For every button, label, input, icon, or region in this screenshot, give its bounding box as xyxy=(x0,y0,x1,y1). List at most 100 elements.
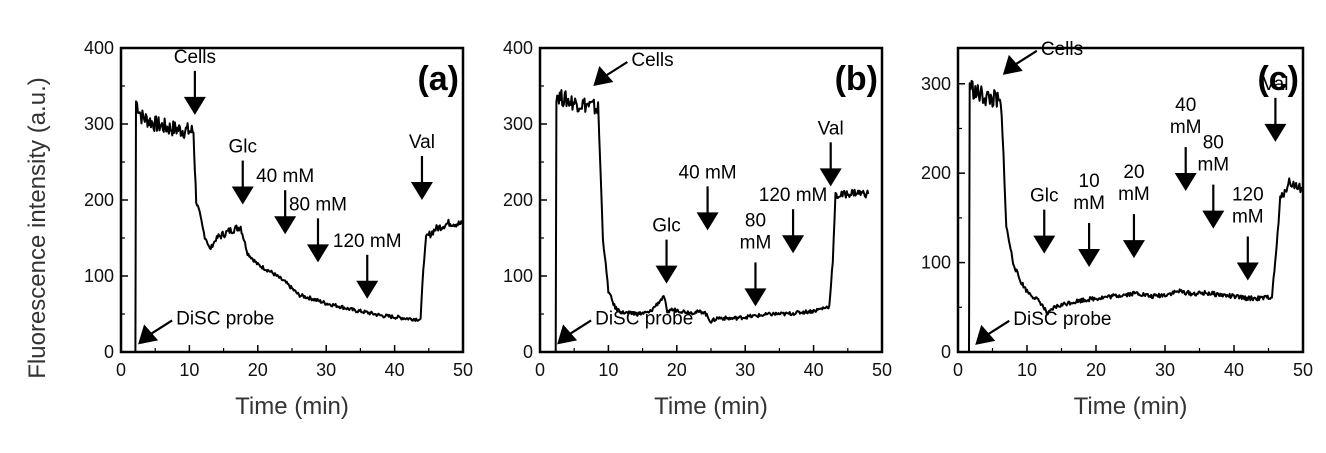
annotation-arrow-head xyxy=(1122,240,1145,259)
annotation-arrow-head xyxy=(231,186,254,205)
panel-a: 0 10 20 30 40 50 0 100 200 300 400 Time (min) (a) Cel… xyxy=(84,38,473,420)
x-tick-label: 30 xyxy=(316,360,336,380)
annotation-arrow-head xyxy=(696,212,719,231)
panel-c: 0 10 20 30 40 50 0 100 200 300 Time (min) (c) Cells G… xyxy=(921,39,1313,420)
x-tick-label: 40 xyxy=(804,360,824,380)
annotation-label: 120 mM xyxy=(333,231,402,252)
panel-b: 0 10 20 30 40 50 0 100 200 300 400 Time (min) (b) Cel… xyxy=(503,38,892,420)
x-tick-label: 40 xyxy=(385,360,405,380)
y-tick-label: 400 xyxy=(503,38,533,58)
y-tick-label: 200 xyxy=(921,163,951,183)
annotation-arrow-shaft xyxy=(568,319,592,336)
annotation-label: Cells xyxy=(174,47,216,68)
y-tick-label: 400 xyxy=(84,38,114,58)
x-tick-label: 30 xyxy=(1155,360,1175,380)
annotation-label: 40 xyxy=(1175,95,1196,116)
x-tick-label: 50 xyxy=(453,360,473,380)
annotation-arrow-head xyxy=(975,324,996,345)
x-tick-label: 20 xyxy=(667,360,687,380)
y-tick-label: 0 xyxy=(104,342,114,362)
x-axis-label: Time (min) xyxy=(235,393,349,420)
y-tick-label: 300 xyxy=(503,114,533,134)
annotation-label: 80 xyxy=(745,210,766,231)
annotation-arrow-head xyxy=(274,216,297,235)
annotation-arrow-head xyxy=(593,66,614,86)
annotation-label: Val xyxy=(1262,74,1288,95)
y-tick-label: 100 xyxy=(921,253,951,273)
annotation-label: DiSC probe xyxy=(176,308,274,329)
x-tick-label: 20 xyxy=(248,360,268,380)
annotation-arrow-head xyxy=(744,288,767,307)
annotation-arrow-head xyxy=(1174,173,1197,192)
annotation-label: Glc xyxy=(229,137,258,158)
x-tick-label: 50 xyxy=(872,360,892,380)
x-axis-label: Time (min) xyxy=(654,393,768,420)
annotation-label: mM xyxy=(740,232,772,253)
panel-label: (a) xyxy=(417,60,459,98)
x-tick-label: 10 xyxy=(598,360,618,380)
panel-label: (c) xyxy=(1257,60,1299,98)
fluorescence-trace xyxy=(957,79,1304,353)
annotation-label: mM xyxy=(1232,206,1264,227)
annotation-label: DiSC probe xyxy=(595,308,693,329)
annotation-arrow-head xyxy=(410,182,433,200)
annotation-arrow-head xyxy=(782,235,805,254)
x-tick-label: 10 xyxy=(1017,360,1037,380)
annotation-label: Glc xyxy=(1030,186,1059,207)
annotation-arrow-head xyxy=(1002,54,1023,75)
annotation-label: mM xyxy=(1118,184,1150,205)
y-tick-label: 300 xyxy=(84,114,114,134)
annotation-label: mM xyxy=(1073,193,1105,214)
annotation-arrow-head xyxy=(183,96,206,115)
annotation-arrow-head xyxy=(655,265,678,284)
y-axis-label: Fluorescence intensity (a.u.) xyxy=(24,77,51,378)
x-tick-label: 40 xyxy=(1224,360,1244,380)
fluorescence-trace xyxy=(539,89,870,353)
annotation-arrow-head xyxy=(819,168,842,187)
annotation-arrow-head xyxy=(1033,235,1056,254)
annotation-arrow-head xyxy=(356,280,379,299)
plot-frame xyxy=(538,46,884,354)
annotation-label: Val xyxy=(818,118,844,139)
annotation-arrow-head xyxy=(1264,123,1287,142)
annotation-label: 40 mM xyxy=(256,166,314,187)
annotation-arrow-shaft xyxy=(604,61,628,77)
fluorescence-trace xyxy=(120,100,464,353)
annotation-label: Cells xyxy=(1041,39,1083,60)
y-tick-label: 100 xyxy=(84,266,114,286)
annotation-label: mM xyxy=(1197,155,1229,176)
annotation-arrow-shaft xyxy=(1014,49,1038,66)
annotation-arrow-shaft xyxy=(986,319,1010,336)
annotation-label: Val xyxy=(409,132,435,153)
annotation-arrow-head xyxy=(557,324,578,345)
annotation-label: 40 mM xyxy=(679,162,737,183)
y-tick-label: 100 xyxy=(503,266,533,286)
annotation-arrow-head xyxy=(1202,210,1225,229)
annotation-label: 80 mM xyxy=(289,194,347,215)
x-tick-label: 10 xyxy=(179,360,199,380)
x-axis-label: Time (min) xyxy=(1074,393,1188,420)
y-tick-label: 200 xyxy=(84,190,114,210)
annotation-arrow-head xyxy=(1236,262,1259,281)
annotation-label: 120 mM xyxy=(759,185,828,206)
annotation-label: 20 xyxy=(1123,162,1144,183)
x-tick-label: 20 xyxy=(1086,360,1106,380)
annotation-label: Glc xyxy=(652,216,681,237)
y-tick-label: 300 xyxy=(921,74,951,94)
x-tick-label: 0 xyxy=(953,360,963,380)
annotation-arrow-head xyxy=(138,324,159,345)
x-tick-label: 0 xyxy=(535,360,545,380)
annotation-label: 10 xyxy=(1079,171,1100,192)
x-tick-label: 50 xyxy=(1293,360,1313,380)
annotation-arrow-head xyxy=(306,244,329,263)
panel-label: (b) xyxy=(835,60,878,98)
annotation-arrow-shaft xyxy=(149,319,173,336)
y-tick-label: 0 xyxy=(523,342,533,362)
annotation-arrow-head xyxy=(1078,249,1101,268)
x-tick-label: 0 xyxy=(116,360,126,380)
y-tick-label: 0 xyxy=(941,342,951,362)
annotation-label: mM xyxy=(1170,117,1202,138)
annotation-label: 80 xyxy=(1203,133,1224,154)
annotation-label: DiSC probe xyxy=(1013,309,1111,330)
